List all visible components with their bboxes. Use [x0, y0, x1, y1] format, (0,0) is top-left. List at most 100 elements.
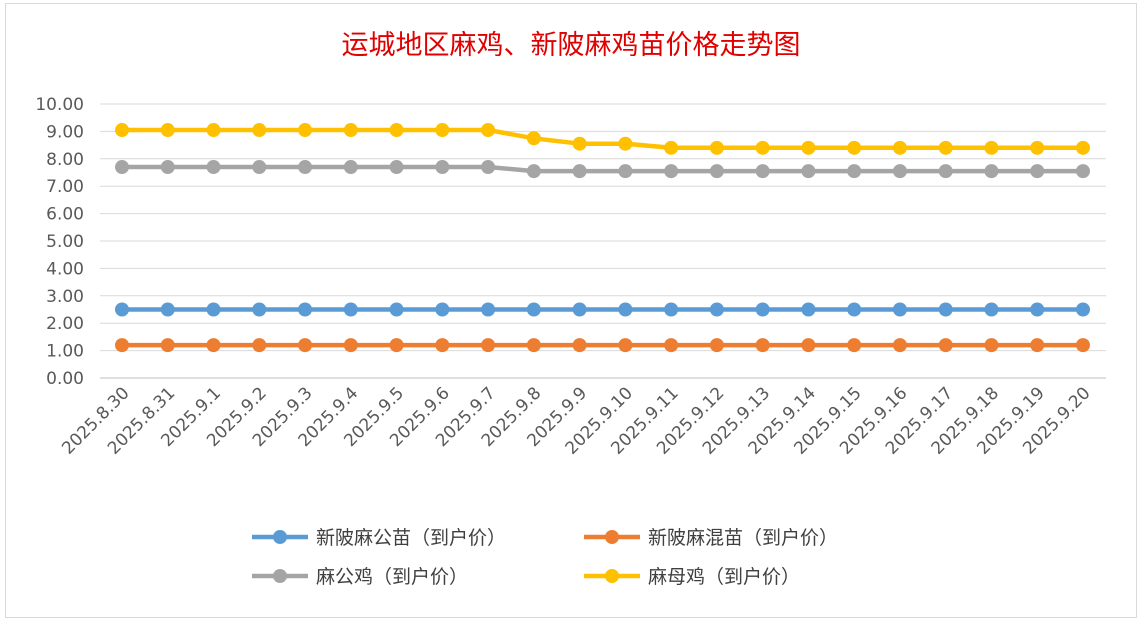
data-point	[298, 302, 313, 317]
legend-item: 麻母鸡（到户价）	[584, 566, 800, 588]
y-tick-label: 10.00	[35, 95, 84, 115]
data-point	[526, 131, 541, 146]
series-1	[115, 302, 1090, 317]
data-point	[389, 160, 404, 175]
data-point	[206, 123, 221, 138]
legend-marker	[605, 569, 619, 583]
data-point	[252, 338, 267, 353]
data-point	[664, 338, 679, 353]
data-point	[389, 338, 404, 353]
data-point	[1076, 164, 1090, 179]
data-point	[618, 164, 633, 179]
legend: 新陂麻公苗（到户价） 新陂麻混苗（到户价） 麻公鸡（到户价） 麻母鸡（到户价）	[252, 527, 838, 588]
data-point	[389, 302, 404, 317]
data-point	[847, 140, 862, 155]
legend-label: 新陂麻公苗（到户价）	[316, 527, 506, 549]
data-point	[481, 302, 496, 317]
data-point	[755, 140, 770, 155]
data-point	[1076, 302, 1090, 317]
data-point	[206, 302, 221, 317]
data-point	[755, 164, 770, 179]
data-point	[938, 140, 953, 155]
data-point	[115, 160, 129, 175]
legend-item: 新陂麻混苗（到户价）	[584, 527, 838, 549]
data-point	[572, 302, 587, 317]
data-point	[435, 302, 450, 317]
data-point	[160, 160, 175, 175]
data-point	[938, 164, 953, 179]
data-point	[343, 338, 358, 353]
data-point	[1030, 140, 1045, 155]
series-2	[115, 338, 1090, 353]
data-point	[709, 140, 724, 155]
data-point	[755, 338, 770, 353]
data-point	[892, 140, 907, 155]
data-point	[115, 338, 129, 353]
data-point	[984, 140, 999, 155]
data-point	[1030, 338, 1045, 353]
data-point	[892, 164, 907, 179]
chart-title: 运城地区麻鸡、新陂麻鸡苗价格走势图	[342, 30, 801, 61]
data-point	[892, 302, 907, 317]
legend-item: 新陂麻公苗（到户价）	[252, 527, 506, 549]
data-point	[709, 164, 724, 179]
data-point	[526, 338, 541, 353]
data-point	[847, 302, 862, 317]
y-tick-label: 6.00	[46, 205, 84, 225]
data-point	[572, 338, 587, 353]
y-tick-label: 3.00	[46, 287, 84, 307]
data-point	[481, 123, 496, 138]
y-tick-label: 5.00	[46, 232, 84, 252]
data-point	[572, 164, 587, 179]
data-point	[938, 338, 953, 353]
data-point	[847, 164, 862, 179]
legend-marker	[273, 569, 287, 583]
y-tick-label: 2.00	[46, 314, 84, 334]
data-point	[435, 338, 450, 353]
data-point	[298, 160, 313, 175]
data-point	[847, 338, 862, 353]
data-point	[1076, 338, 1090, 353]
data-point	[938, 302, 953, 317]
y-axis-ticks: 0.00 1.00 2.00 3.00 4.00 5.00 6.00 7.00 8.00 9.00…	[35, 95, 84, 389]
data-point	[984, 164, 999, 179]
legend-label: 麻公鸡（到户价）	[316, 566, 468, 588]
data-point	[801, 140, 816, 155]
data-point	[984, 302, 999, 317]
data-point	[618, 302, 633, 317]
data-point	[984, 338, 999, 353]
data-point	[1030, 302, 1045, 317]
data-point	[709, 338, 724, 353]
data-point	[160, 123, 175, 138]
data-point	[709, 302, 724, 317]
data-point	[664, 140, 679, 155]
data-point	[481, 338, 496, 353]
data-point	[160, 338, 175, 353]
data-point	[252, 123, 267, 138]
data-point	[664, 302, 679, 317]
legend-label: 新陂麻混苗（到户价）	[648, 527, 838, 549]
data-point	[801, 164, 816, 179]
data-point	[801, 338, 816, 353]
data-point	[526, 164, 541, 179]
data-point	[664, 164, 679, 179]
data-point	[389, 123, 404, 138]
series-line	[122, 164, 1083, 174]
legend-marker	[273, 530, 287, 544]
data-point	[252, 160, 267, 175]
data-point	[115, 302, 129, 317]
data-point	[206, 160, 221, 175]
data-point	[435, 123, 450, 138]
data-point	[1076, 140, 1090, 155]
data-point	[298, 123, 313, 138]
y-tick-label: 9.00	[46, 122, 84, 142]
data-point	[435, 160, 450, 175]
data-point	[298, 338, 313, 353]
data-point	[801, 302, 816, 317]
legend-item: 麻公鸡（到户价）	[252, 566, 468, 588]
data-point	[343, 123, 358, 138]
series-line	[122, 127, 1083, 151]
y-tick-label: 0.00	[46, 369, 84, 389]
data-point	[618, 136, 633, 151]
legend-marker	[605, 530, 619, 544]
